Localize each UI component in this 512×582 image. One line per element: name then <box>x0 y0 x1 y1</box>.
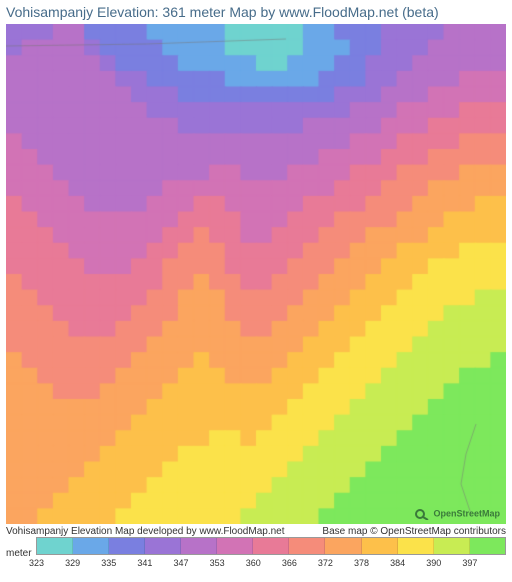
scale-bar: 323329335341347353360366372378384390397 <box>36 537 506 555</box>
scale-tick: 384 <box>390 558 405 568</box>
scale-segment: 341 <box>145 538 181 554</box>
scale-unit-label: meter <box>6 548 36 559</box>
scale-tick: 397 <box>462 558 477 568</box>
scale-segment: 390 <box>434 538 470 554</box>
scale-segment: 384 <box>398 538 434 554</box>
credit-left: Vohisampanjy Elevation Map developed by … <box>6 526 285 537</box>
scale-tick: 323 <box>29 558 44 568</box>
osm-attribution[interactable]: OpenStreetMap <box>413 508 500 520</box>
scale-tick: 378 <box>354 558 369 568</box>
magnifier-icon <box>413 508 431 520</box>
scale-tick: 366 <box>282 558 297 568</box>
scale-segment: 335 <box>109 538 145 554</box>
elevation-raster <box>6 24 506 524</box>
scale-tick: 341 <box>137 558 152 568</box>
scale-segment: 397 <box>470 538 505 554</box>
scale-segment: 372 <box>325 538 361 554</box>
elevation-map: OpenStreetMap <box>6 24 506 524</box>
scale-segment: 366 <box>289 538 325 554</box>
scale-segment: 353 <box>217 538 253 554</box>
scale-tick: 390 <box>426 558 441 568</box>
scale-segment: 329 <box>73 538 109 554</box>
scale-tick: 335 <box>101 558 116 568</box>
scale-segment: 323 <box>37 538 73 554</box>
map-container: Vohisampanjy Elevation: 361 meter Map by… <box>0 0 512 582</box>
osm-label: OpenStreetMap <box>433 508 500 518</box>
scale-tick: 353 <box>210 558 225 568</box>
scale-tick: 360 <box>246 558 261 568</box>
credit-right: Base map © OpenStreetMap contributors <box>322 526 506 537</box>
scale-tick: 347 <box>173 558 188 568</box>
color-scale: meter 3233293353413473533603663723783843… <box>0 539 512 567</box>
scale-segment: 360 <box>253 538 289 554</box>
scale-tick: 329 <box>65 558 80 568</box>
scale-segment: 378 <box>362 538 398 554</box>
scale-segment: 347 <box>181 538 217 554</box>
page-title: Vohisampanjy Elevation: 361 meter Map by… <box>0 0 512 24</box>
scale-tick: 372 <box>318 558 333 568</box>
